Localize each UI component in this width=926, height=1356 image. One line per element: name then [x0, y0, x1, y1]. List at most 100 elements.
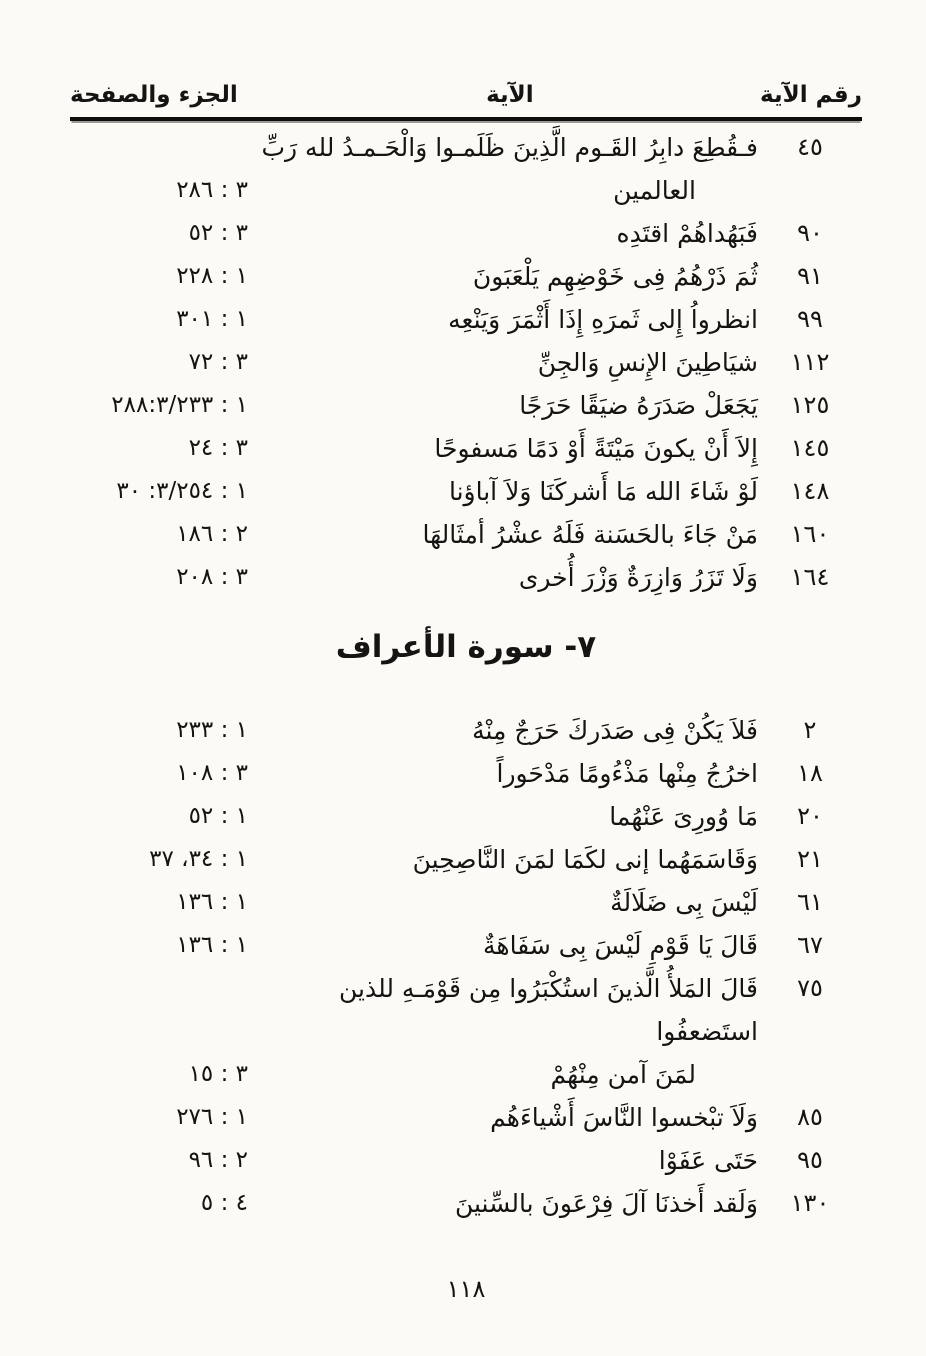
verse-row: ٢٨٦ : ٣ فـقُطِعَ دابِرُ القَـوم الَّذِين… [70, 126, 862, 212]
verse-text: انظرواُ إِلى ثَمرَهِ إِذَا أَثْمَرَ وَيَ… [248, 298, 758, 341]
verse-text: فـقُطِعَ دابِرُ القَـوم الَّذِينَ ظَلَمـ… [248, 126, 758, 212]
verse-text: لَيْسَ بِى ضَلَالَةٌ [248, 881, 758, 924]
verse-line-2: العالمين [613, 176, 696, 205]
verse-number: ٢١ [797, 845, 823, 873]
header-verse-label: الآية [486, 82, 534, 108]
verse-text: مَا وُورِىَ عَنْهُما [248, 795, 758, 838]
verse-row: ٢٧٦ : ١ وَلَاَ تبْخسوا النَّاسَ أَشْياءَ… [70, 1096, 862, 1139]
verse-line-1: ثُمَ ذَرْهُمُ فِى خَوْضِهِم يَلْعَبَونَ [472, 262, 758, 291]
verse-line-1: مَا وُورِىَ عَنْهُما [609, 802, 758, 831]
verse-line-1: وَقَاسَمَهُما إنى لكَمَا لمَنَ النَّاصِح… [412, 845, 758, 874]
juz-page-ref: ٢٢٨ : ١ [176, 263, 248, 289]
verse-number: ٧٥ [797, 974, 823, 1002]
header-juz-page-label: الجزء والصفحة [70, 82, 238, 108]
verse-number: ٩٩ [797, 305, 823, 333]
verse-number: ١٨ [797, 759, 823, 787]
juz-page-ref: ٩٦ : ٢ [188, 1147, 248, 1173]
verse-line-1: وَلَا تَزَرُ وَازِرَةٌ وَزْرَ أُخرى [518, 563, 758, 592]
verse-line-1: فـقُطِعَ دابِرُ القَـوم الَّذِينَ ظَلَمـ… [261, 133, 758, 162]
verse-row: ٩٦ : ٢ حَتَى عَفَوْا ٩٥ [70, 1139, 862, 1182]
verse-row: ٣٠ :٣/٢٥٤ : ١ لَوْ شَاءَ الله مَا أَشركَ… [70, 470, 862, 513]
verse-number: ٩٠ [797, 219, 823, 247]
verse-text: قَالَ المَلأُ الَّذينَ استُكْبَرُوا مِن … [248, 967, 758, 1096]
juz-page-ref: ٢٧٦ : ١ [176, 1104, 248, 1130]
verse-text: فَبَهُداهُمْ اقتَدِه [248, 212, 758, 255]
verse-text: إِلاَ أَنْ يكونَ مَيْتَةً أَوْ دَمًا مَس… [248, 427, 758, 470]
juz-page-ref: ١٥ : ٣ [188, 1061, 248, 1087]
juz-page-ref: ١٣٦ : ١ [176, 932, 248, 958]
verse-text: وَلَقد أَخذنَا آلَ فِرْعَونَ بالسِّنينَ [248, 1182, 758, 1225]
verse-number: ٢ [803, 716, 817, 744]
verse-text: وَلَاَ تبْخسوا النَّاسَ أَشْياءَهُم [248, 1096, 758, 1139]
verse-line-1: وَلَقد أَخذنَا آلَ فِرْعَونَ بالسِّنينَ [454, 1189, 758, 1218]
verse-line-1: فَلاَ يَكُنْ فِى صَدَركَ حَرَجٌ مِنْهُ [472, 716, 758, 745]
verse-text: مَنْ جَاءَ بالحَسَنة فَلَهُ عشْرُ أمثَال… [248, 513, 758, 556]
verse-row: ١٠٨ : ٣ اخرُجُ مِنْها مَذْءُومًا مَدْحَو… [70, 752, 862, 795]
juz-page-ref: ٣٧ ،٣٤ : ١ [149, 846, 248, 872]
verse-text: شيَاطِينَ الإِنسِ وَالجِنِّ [248, 341, 758, 384]
verse-line-1: يَجَعَلْ صَدَرَهُ ضيَقًا حَرَجًا [519, 391, 758, 420]
verse-table-anaam: ٢٨٦ : ٣ فـقُطِعَ دابِرُ القَـوم الَّذِين… [70, 126, 862, 599]
juz-page-ref: ١٨٦ : ٢ [176, 521, 248, 547]
verse-number: ٨٥ [797, 1103, 823, 1131]
verse-row: ١٥ : ٣ قَالَ المَلأُ الَّذينَ استُكْبَرُ… [70, 967, 862, 1096]
verse-row: ١٨٦ : ٢ مَنْ جَاءَ بالحَسَنة فَلَهُ عشْر… [70, 513, 862, 556]
juz-page-ref: ٢٨٦ : ٣ [176, 177, 248, 203]
verse-row: ٣٧ ،٣٤ : ١ وَقَاسَمَهُما إنى لكَمَا لمَن… [70, 838, 862, 881]
juz-page-ref: ٥٢ : ١ [188, 803, 248, 829]
verse-text: وَلَا تَزَرُ وَازِرَةٌ وَزْرَ أُخرى [248, 556, 758, 599]
verse-row: ٣٠١ : ١ انظرواُ إِلى ثَمرَهِ إِذَا أَثْم… [70, 298, 862, 341]
verse-number: ١٦٤ [790, 563, 830, 591]
verse-line-1: وَلَاَ تبْخسوا النَّاسَ أَشْياءَهُم [490, 1103, 758, 1132]
surah-heading: ٧- سورة الأعراف [335, 629, 597, 665]
verse-row: ٥ : ٤ وَلَقد أَخذنَا آلَ فِرْعَونَ بالسِ… [70, 1182, 862, 1225]
header-rule [70, 117, 862, 121]
verse-number: ١٣٠ [790, 1189, 830, 1217]
verse-line-1: لَيْسَ بِى ضَلَالَةٌ [610, 888, 758, 917]
verse-text: قَالَ يَا قَوْمِ لَيْسَ بِى سَفَاهَةٌ [248, 924, 758, 967]
verse-row: ٧٢ : ٣ شيَاطِينَ الإِنسِ وَالجِنِّ ١١٢ [70, 341, 862, 384]
verse-row: ١٣٦ : ١ قَالَ يَا قَوْمِ لَيْسَ بِى سَفَ… [70, 924, 862, 967]
verse-row: ٢٤ : ٣ إِلاَ أَنْ يكونَ مَيْتَةً أَوْ دَ… [70, 427, 862, 470]
verse-text: حَتَى عَفَوْا [248, 1139, 758, 1182]
juz-page-ref: ٣٠١ : ١ [176, 306, 248, 332]
verse-line-1: مَنْ جَاءَ بالحَسَنة فَلَهُ عشْرُ أمثَال… [422, 520, 758, 549]
verse-line-1: قَالَ يَا قَوْمِ لَيْسَ بِى سَفَاهَةٌ [482, 931, 758, 960]
verse-line-1: حَتَى عَفَوْا [658, 1146, 758, 1175]
juz-page-ref: ١٣٦ : ١ [176, 889, 248, 915]
verse-row: ٥٢ : ١ مَا وُورِىَ عَنْهُما ٢٠ [70, 795, 862, 838]
verse-number: ١٤٥ [790, 434, 830, 462]
verse-number: ١١٢ [790, 348, 830, 376]
page-content: رقم الآية الآية الجزء والصفحة ٢٨٦ : ٣ فـ… [70, 82, 862, 1303]
verse-line-1: لَوْ شَاءَ الله مَا أَشركَنَا وَلاَ آباؤ… [448, 477, 758, 506]
verse-number: ١٤٨ [790, 477, 830, 505]
juz-page-ref: ٧٢ : ٣ [188, 349, 248, 375]
juz-page-ref: ٢٣٣ : ١ [176, 717, 248, 743]
verse-text: لَوْ شَاءَ الله مَا أَشركَنَا وَلاَ آباؤ… [248, 470, 758, 513]
verse-number: ١٢٥ [790, 391, 830, 419]
verse-number: ٩١ [797, 262, 823, 290]
verse-row: ٢٢٨ : ١ ثُمَ ذَرْهُمُ فِى خَوْضِهِم يَلْ… [70, 255, 862, 298]
juz-page-ref: ٥ : ٤ [200, 1190, 248, 1216]
verse-line-1: إِلاَ أَنْ يكونَ مَيْتَةً أَوْ دَمًا مَس… [434, 434, 758, 463]
juz-page-ref: ١٠٨ : ٣ [176, 760, 248, 786]
verse-row: ٢٣٣ : ١ فَلاَ يَكُنْ فِى صَدَركَ حَرَجٌ … [70, 709, 862, 752]
verse-line-1: قَالَ المَلأُ الَّذينَ استُكْبَرُوا مِن … [338, 974, 758, 1046]
verse-line-2: لمَنَ آمن مِنْهُمْ [550, 1060, 696, 1089]
verse-row: ٢٠٨ : ٣ وَلَا تَزَرُ وَازِرَةٌ وَزْرَ أُ… [70, 556, 862, 599]
verse-line-1: انظرواُ إِلى ثَمرَهِ إِذَا أَثْمَرَ وَيَ… [448, 305, 758, 334]
verse-row: ١٣٦ : ١ لَيْسَ بِى ضَلَالَةٌ ٦١ [70, 881, 862, 924]
juz-page-ref: ٢٠٨ : ٣ [176, 564, 248, 590]
verse-text: ثُمَ ذَرْهُمُ فِى خَوْضِهِم يَلْعَبَونَ [248, 255, 758, 298]
verse-line-1: فَبَهُداهُمْ اقتَدِه [616, 219, 758, 248]
verse-number: ٩٥ [797, 1146, 823, 1174]
verse-number: ٦٧ [797, 931, 823, 959]
verse-text: وَقَاسَمَهُما إنى لكَمَا لمَنَ النَّاصِح… [248, 838, 758, 881]
verse-line-1: اخرُجُ مِنْها مَذْءُومًا مَدْحَوراً [496, 759, 759, 788]
verse-row: ٢٨٨:٣/٢٣٣ : ١ يَجَعَلْ صَدَرَهُ ضيَقًا ح… [70, 384, 862, 427]
verse-number: ١٦٠ [790, 520, 830, 548]
juz-page-ref: ٥٢ : ٣ [188, 220, 248, 246]
header-verse-number-label: رقم الآية [760, 82, 862, 108]
juz-page-ref: ٢٤ : ٣ [188, 435, 248, 461]
